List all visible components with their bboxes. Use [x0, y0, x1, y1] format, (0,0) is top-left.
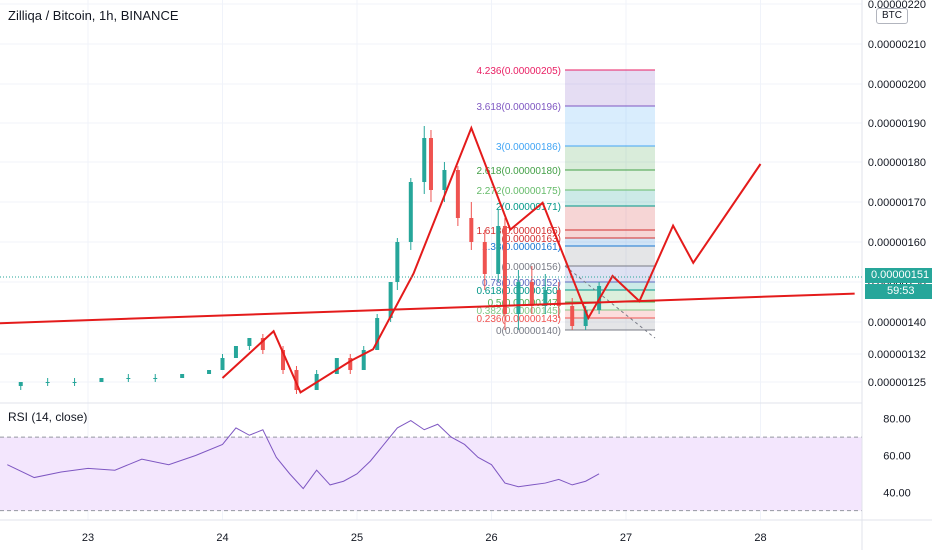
time-tick-label: 25: [351, 532, 363, 544]
fib-zone: [565, 238, 655, 246]
candle: [45, 378, 50, 386]
fib-zone: [565, 318, 655, 330]
price-tick-label: 0.00000170: [868, 197, 926, 209]
rsi-band: [0, 437, 862, 511]
candle: [220, 354, 225, 370]
fib-zone: [565, 206, 655, 230]
fib-zone: [565, 290, 655, 302]
candle: [408, 178, 413, 250]
fib-zone: [565, 70, 655, 106]
candle: [348, 354, 353, 374]
candle: [482, 230, 487, 290]
candle: [207, 370, 212, 374]
candle: [469, 202, 474, 250]
candle: [455, 166, 460, 226]
currency-label[interactable]: BTC: [876, 8, 908, 24]
price-axis[interactable]: 0.00000220 0.00000210 0.00000200 0.00000190…: [868, 0, 926, 499]
current-price-badge: 0.00000151: [865, 268, 932, 283]
fib-trend-line: [564, 265, 656, 339]
rsi-tick-label: 40.00: [883, 487, 911, 499]
candle: [99, 378, 104, 382]
rsi-tick-label: 60.00: [883, 450, 911, 462]
fib-zone: [565, 106, 655, 146]
rsi-tick-label: 80.00: [883, 414, 911, 426]
time-tick-label: 27: [620, 532, 632, 544]
fib-zone: [565, 190, 655, 206]
time-tick-label: 23: [82, 532, 94, 544]
candle: [18, 382, 23, 390]
candle: [334, 358, 339, 374]
candle: [260, 334, 265, 354]
fib-zone: [565, 170, 655, 190]
fib-level-label: 0.78(0.00000152): [482, 278, 561, 289]
candle: [556, 282, 561, 318]
price-tick-label: 0.00000200: [868, 79, 926, 91]
candle: [428, 130, 433, 202]
fib-zone: [565, 146, 655, 170]
candle: [361, 346, 366, 370]
candle: [516, 270, 521, 330]
candle: [395, 238, 400, 290]
candle: [72, 378, 77, 386]
fib-zone: [565, 266, 655, 282]
price-tick-label: 0.00000132: [868, 349, 926, 361]
candle: [180, 374, 185, 378]
fib-zone: [565, 302, 655, 310]
rsi-title[interactable]: RSI (14, close): [8, 410, 88, 424]
price-tick-label: 0.00000220: [868, 0, 926, 11]
fib-level-label: 4.236(0.00000205): [476, 66, 561, 77]
price-tick-label: 0.00000160: [868, 237, 926, 249]
candle: [375, 314, 380, 350]
fib-level-label: 2.272(0.00000175): [476, 186, 561, 197]
fib-zone: [565, 282, 655, 290]
candle: [529, 266, 534, 314]
fib-level-label: (0.00000156): [502, 262, 562, 273]
fib-level-label: 3(0.00000186): [496, 142, 561, 153]
bar-countdown-badge: 59:53: [865, 284, 932, 299]
price-tick-label: 0.00000210: [868, 39, 926, 51]
rsi-panel: [0, 419, 862, 512]
candle: [496, 210, 501, 282]
fib-level-label: (0.00000163): [502, 234, 562, 245]
candle: [502, 218, 507, 330]
price-tick-label: 0.00000190: [868, 118, 926, 130]
candle: [314, 370, 319, 390]
price-tick-label: 0.00000180: [868, 157, 926, 169]
candle: [294, 366, 299, 394]
fib-level-label: 0.5(0.00000147): [488, 298, 561, 309]
time-axis[interactable]: 23 24 25 26 27 28: [82, 532, 767, 544]
candle: [126, 374, 131, 382]
candle: [233, 346, 238, 358]
time-tick-label: 24: [216, 532, 228, 544]
rsi-line: [7, 419, 600, 490]
time-tick-label: 28: [754, 532, 766, 544]
candle: [543, 274, 548, 314]
chart-title: Zilliqa / Bitcoin, 1h, BINANCE: [8, 8, 179, 23]
price-tick-label: 0.00000140: [868, 317, 926, 329]
candle: [247, 338, 252, 350]
fib-level-label: 1.618(0.00000165): [476, 226, 561, 237]
trendline[interactable]: [0, 292, 855, 325]
fib-zone: [565, 310, 655, 318]
candle: [422, 126, 427, 194]
fib-level-label: 2(0.00000171): [496, 202, 561, 213]
fib-level-label: 0(0.00000140): [496, 326, 561, 337]
projection-zigzag[interactable]: [221, 125, 762, 394]
fib-level-label: 1.38(0.00000161): [482, 242, 561, 253]
fib-zone: [565, 230, 655, 238]
time-tick-label: 26: [485, 532, 497, 544]
candle: [153, 374, 158, 382]
fib-zone: [565, 246, 655, 266]
fib-level-label: 3.618(0.00000196): [476, 102, 561, 113]
fib-level-label: 2.618(0.00000180): [476, 166, 561, 177]
price-tick-label: 0.00000125: [868, 377, 926, 389]
